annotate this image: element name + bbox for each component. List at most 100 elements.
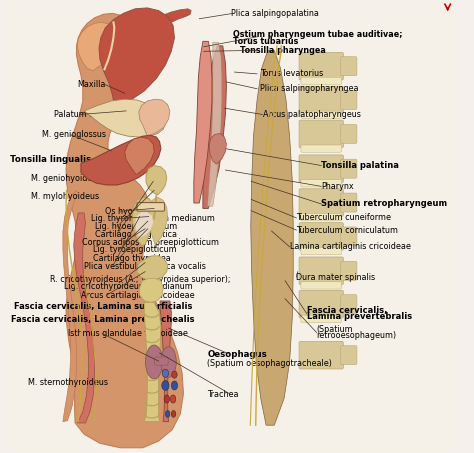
FancyBboxPatch shape	[301, 282, 342, 289]
Text: M. geniohyoideus: M. geniohyoideus	[31, 173, 102, 183]
Polygon shape	[194, 41, 212, 203]
Text: Dura mater spinalis: Dura mater spinalis	[296, 273, 375, 282]
Polygon shape	[63, 190, 78, 422]
Polygon shape	[5, 1, 457, 452]
Text: M. mylohyoideus: M. mylohyoideus	[31, 192, 100, 201]
FancyBboxPatch shape	[301, 145, 342, 152]
Text: (Spatium oesophagotracheale): (Spatium oesophagotracheale)	[208, 359, 332, 368]
Text: Lamina cartilaginis cricoideae: Lamina cartilaginis cricoideae	[290, 242, 410, 251]
Ellipse shape	[146, 345, 163, 379]
Text: M. sternothyroideus: M. sternothyroideus	[27, 378, 108, 387]
Polygon shape	[99, 8, 174, 109]
FancyBboxPatch shape	[299, 290, 343, 318]
Text: Fascia cervicalis,: Fascia cervicalis,	[307, 305, 387, 314]
FancyBboxPatch shape	[301, 247, 342, 255]
FancyBboxPatch shape	[341, 159, 357, 178]
Ellipse shape	[170, 395, 176, 403]
Polygon shape	[203, 46, 227, 208]
FancyBboxPatch shape	[341, 261, 357, 280]
FancyBboxPatch shape	[341, 193, 357, 212]
Polygon shape	[139, 99, 170, 136]
Polygon shape	[137, 256, 168, 280]
Polygon shape	[251, 50, 293, 425]
Ellipse shape	[165, 410, 170, 417]
Polygon shape	[77, 22, 122, 71]
Text: Trachea: Trachea	[208, 390, 239, 399]
FancyBboxPatch shape	[301, 77, 342, 84]
FancyBboxPatch shape	[341, 227, 357, 246]
Text: Arcus palatopharyngeus: Arcus palatopharyngeus	[263, 110, 360, 119]
Ellipse shape	[162, 369, 169, 377]
FancyBboxPatch shape	[299, 155, 343, 183]
FancyBboxPatch shape	[155, 357, 168, 365]
FancyBboxPatch shape	[299, 189, 343, 217]
Polygon shape	[81, 135, 161, 185]
Polygon shape	[160, 301, 171, 422]
Polygon shape	[104, 9, 191, 50]
Text: Os hyoideum: Os hyoideum	[105, 207, 158, 216]
Text: Tuberculum cuneiforme: Tuberculum cuneiforme	[296, 213, 392, 222]
Text: Plica salpingopalatina: Plica salpingopalatina	[231, 9, 319, 18]
FancyBboxPatch shape	[341, 57, 357, 76]
Text: Corpus adiposum preepiglotticum: Corpus adiposum preepiglotticum	[82, 238, 219, 247]
Polygon shape	[66, 13, 183, 448]
FancyBboxPatch shape	[299, 257, 343, 284]
Polygon shape	[140, 279, 163, 302]
FancyBboxPatch shape	[341, 91, 357, 110]
Polygon shape	[135, 212, 153, 238]
FancyBboxPatch shape	[341, 295, 357, 313]
FancyBboxPatch shape	[299, 120, 343, 148]
Text: Torus levatorius: Torus levatorius	[260, 69, 323, 78]
FancyBboxPatch shape	[341, 125, 357, 144]
Text: Spatium retropharyngeum: Spatium retropharyngeum	[321, 199, 447, 208]
Ellipse shape	[164, 395, 170, 403]
Text: Tonsilla lingualis: Tonsilla lingualis	[9, 155, 91, 164]
Polygon shape	[84, 99, 165, 137]
Text: Cartilago epiglottica: Cartilago epiglottica	[95, 230, 177, 239]
Text: Plica salpingopharyngea: Plica salpingopharyngea	[260, 84, 359, 93]
Text: retrooesophageum): retrooesophageum)	[317, 331, 397, 340]
Text: Arcus cartilaginis cricoideae: Arcus cartilaginis cricoideae	[81, 291, 195, 299]
Polygon shape	[74, 213, 94, 423]
FancyBboxPatch shape	[301, 111, 342, 118]
Text: Pharynx: Pharynx	[321, 182, 354, 191]
Polygon shape	[209, 134, 227, 164]
Text: Fascia cervicalis, Lamina pretrachealis: Fascia cervicalis, Lamina pretrachealis	[10, 315, 194, 324]
Text: Torus tubarius: Torus tubarius	[233, 37, 299, 46]
Text: Maxilla: Maxilla	[77, 80, 106, 89]
FancyBboxPatch shape	[341, 346, 357, 365]
Text: Fascia cervicalis, Lamina superficialis: Fascia cervicalis, Lamina superficialis	[14, 303, 192, 311]
Text: Lig. thyrohyoideum medianum: Lig. thyrohyoideum medianum	[91, 214, 215, 223]
Polygon shape	[208, 42, 222, 206]
Text: Palatum molle: Palatum molle	[54, 110, 111, 119]
Polygon shape	[144, 302, 161, 422]
Ellipse shape	[171, 381, 178, 390]
Text: Oesophagus: Oesophagus	[208, 350, 267, 359]
Text: Lig. cricothyroideum medianum: Lig. cricothyroideum medianum	[64, 282, 192, 291]
Text: Lig. hyoepiglotticum: Lig. hyoepiglotticum	[95, 222, 178, 231]
Text: Lamina prevertebralis: Lamina prevertebralis	[307, 312, 412, 321]
Text: Tonsilla palatina: Tonsilla palatina	[321, 161, 399, 170]
FancyBboxPatch shape	[301, 180, 342, 187]
Ellipse shape	[171, 410, 176, 417]
Polygon shape	[125, 137, 154, 174]
Text: Plica vestibularis; Plica vocalis: Plica vestibularis; Plica vocalis	[84, 262, 206, 271]
Polygon shape	[132, 197, 155, 246]
Text: M. genioglossus: M. genioglossus	[42, 130, 106, 140]
Ellipse shape	[162, 381, 169, 390]
Text: Isthmus glandulae thyroideae: Isthmus glandulae thyroideae	[68, 329, 188, 338]
FancyBboxPatch shape	[299, 53, 343, 80]
Text: Ostium pharyngeum tubae auditivae;: Ostium pharyngeum tubae auditivae;	[233, 30, 402, 39]
Text: (Spatium: (Spatium	[317, 325, 353, 334]
Ellipse shape	[161, 347, 176, 377]
FancyBboxPatch shape	[137, 202, 164, 211]
Text: Tuberculum corniculatum: Tuberculum corniculatum	[296, 226, 398, 235]
FancyBboxPatch shape	[299, 86, 343, 114]
Text: Cartilago thyroidea: Cartilago thyroidea	[93, 254, 171, 263]
Text: Lig. tyroepiglotticum: Lig. tyroepiglotticum	[93, 246, 177, 255]
Polygon shape	[149, 197, 168, 245]
FancyBboxPatch shape	[301, 214, 342, 221]
FancyBboxPatch shape	[301, 315, 342, 323]
Ellipse shape	[172, 371, 177, 378]
FancyBboxPatch shape	[299, 223, 343, 250]
